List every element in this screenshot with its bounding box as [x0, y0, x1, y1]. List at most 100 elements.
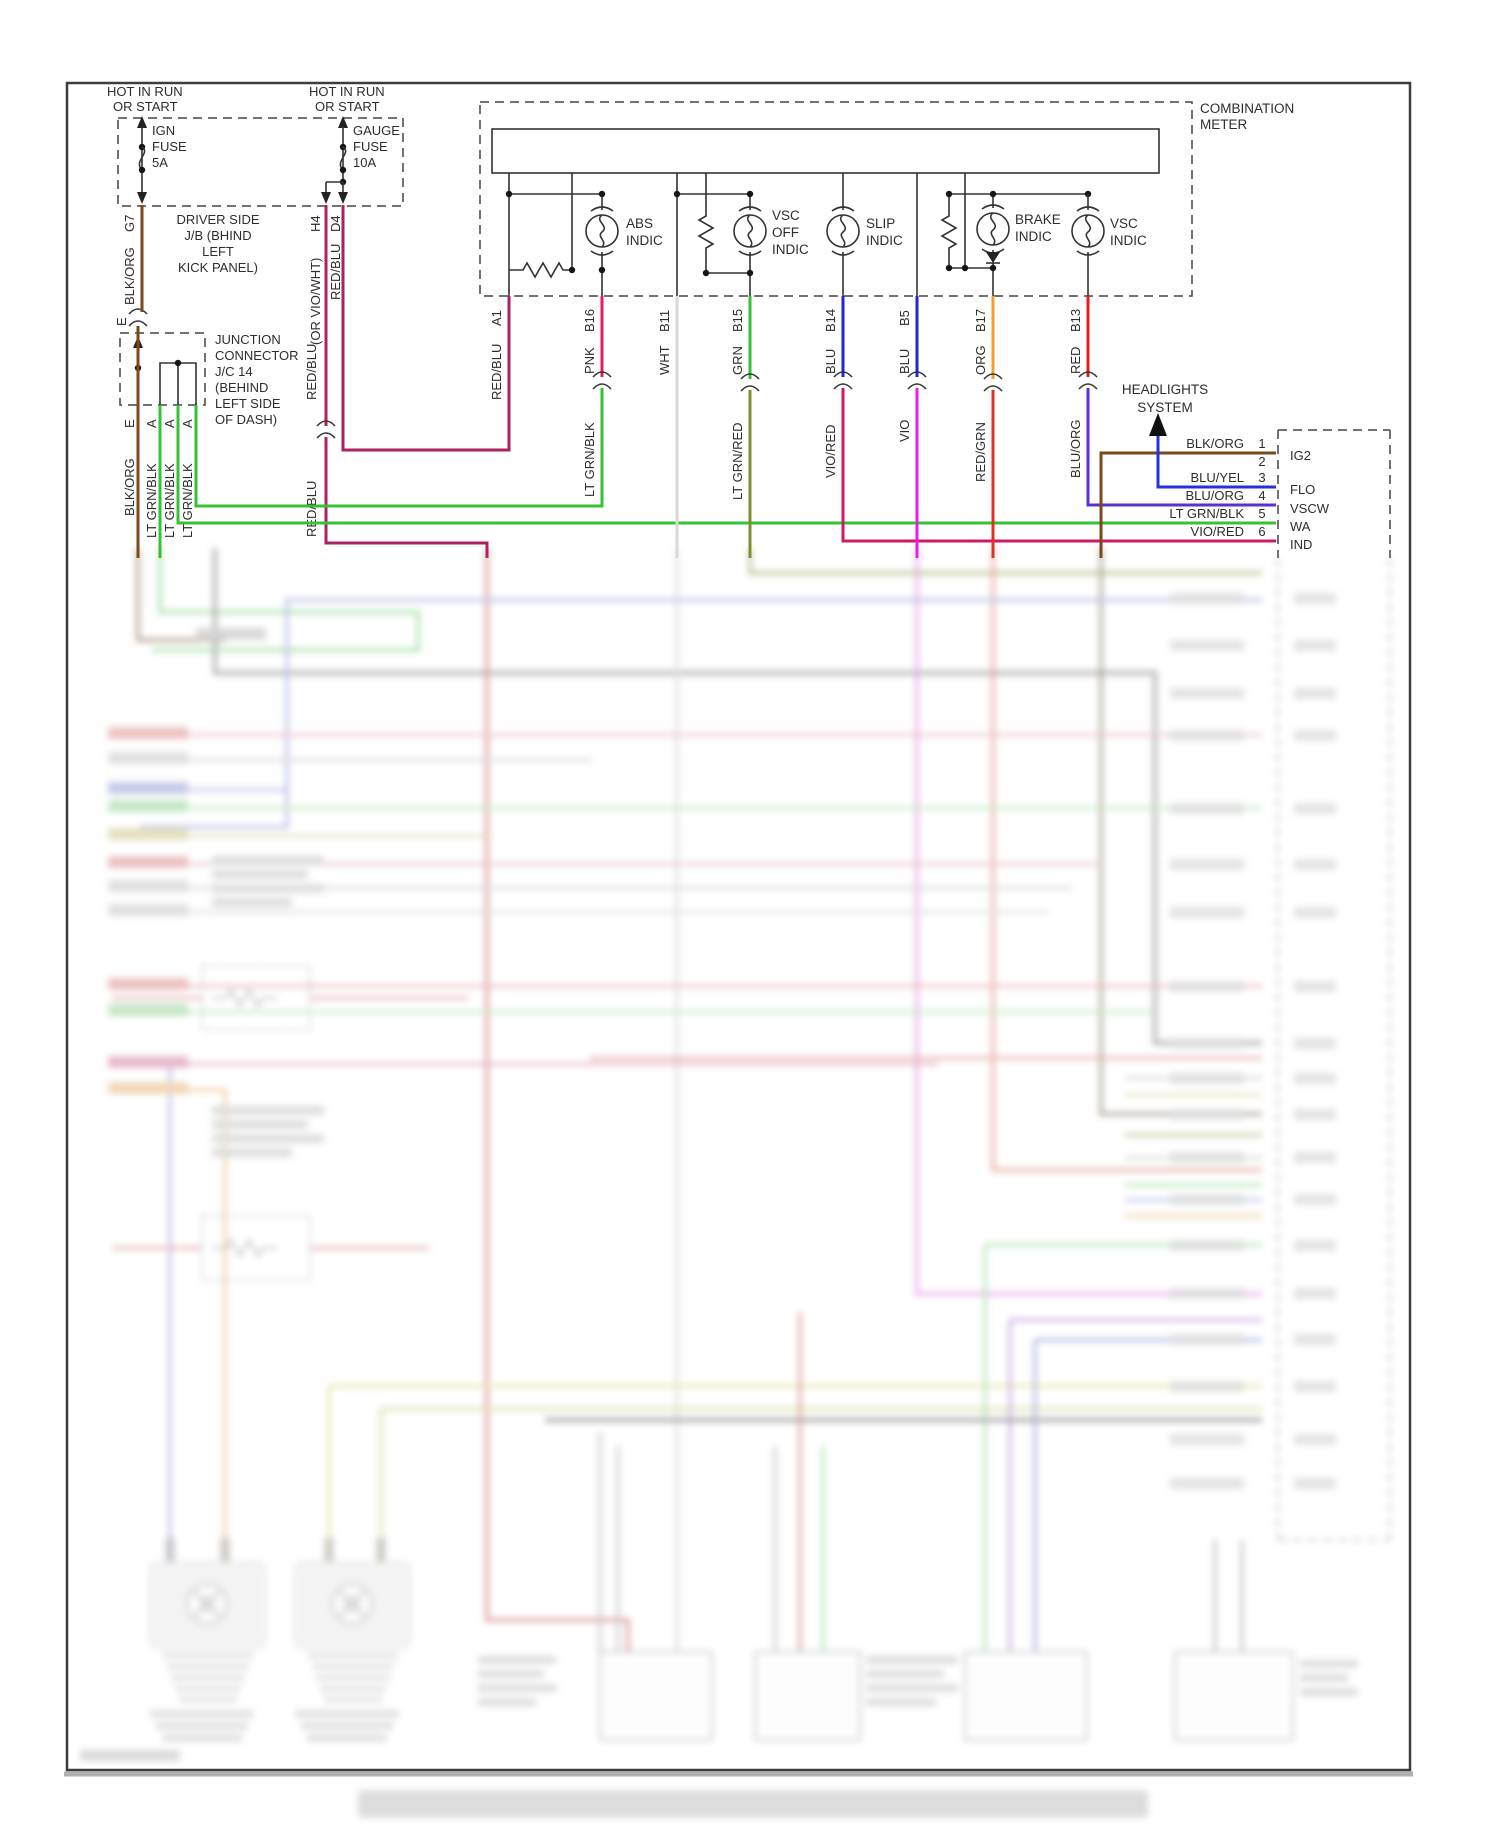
- svg-text:5A: 5A: [152, 155, 168, 170]
- svg-text:B14: B14: [823, 309, 838, 332]
- svg-text:FLO: FLO: [1290, 482, 1315, 497]
- svg-text:BLU/ORG: BLU/ORG: [1068, 419, 1083, 478]
- svg-text:OF DASH): OF DASH): [215, 412, 277, 427]
- svg-text:PNK: PNK: [582, 347, 597, 374]
- svg-text:LEFT SIDE: LEFT SIDE: [215, 396, 281, 411]
- page-border: [64, 81, 1413, 1777]
- blurred-lower-schematic: [80, 548, 1391, 1818]
- meter-bus-bar: [491, 128, 1160, 174]
- wire-runs: [136, 205, 1276, 558]
- meter-label-1: COMBINATION: [1200, 101, 1294, 116]
- svg-text:LT GRN/BLK: LT GRN/BLK: [1169, 506, 1244, 521]
- svg-text:VSCW: VSCW: [1290, 501, 1330, 516]
- svg-text:IGN: IGN: [152, 123, 175, 138]
- svg-text:JUNCTION: JUNCTION: [215, 332, 281, 347]
- meter-pin-labels: A1 RED/BLU B16 PNK LT GRN/BLK B11 WHT B1…: [489, 309, 1083, 500]
- svg-text:VIO/RED: VIO/RED: [1191, 524, 1244, 539]
- svg-text:LT GRN/BLK: LT GRN/BLK: [162, 463, 177, 538]
- wire-redblu-label-2: RED/BLU: [304, 344, 319, 400]
- jc-label: JUNCTION CONNECTOR J/C 14 (BEHIND LEFT S…: [215, 332, 299, 427]
- svg-text:VSC: VSC: [1110, 216, 1138, 231]
- svg-text:INDIC: INDIC: [866, 233, 903, 248]
- right-connector-section: BLK/ORG BLU/YEL BLU/ORG LT GRN/BLK VIO/R…: [1169, 429, 1391, 558]
- wire-blkorg-label: BLK/ORG: [122, 247, 137, 305]
- svg-text:FUSE: FUSE: [353, 139, 388, 154]
- svg-text:FUSE: FUSE: [152, 139, 187, 154]
- junction-block-box: [117, 117, 404, 207]
- svg-text:IG2: IG2: [1290, 448, 1311, 463]
- hot-label-1b: OR START: [113, 99, 178, 114]
- hot-label-2: HOT IN RUN: [309, 84, 385, 99]
- svg-text:RED/BLU: RED/BLU: [489, 344, 504, 400]
- svg-text:2: 2: [1258, 454, 1265, 469]
- svg-text:1: 1: [1258, 436, 1265, 451]
- brake-vsc-indicator-circuit: BRAKE INDIC VSC INDIC: [940, 173, 1147, 296]
- svg-text:LT GRN/RED: LT GRN/RED: [730, 422, 745, 500]
- vsc-off-indicator-circuit: VSC OFF INDIC: [673, 173, 809, 296]
- svg-text:3: 3: [1258, 470, 1265, 485]
- svg-text:A1: A1: [489, 310, 504, 326]
- svg-text:J/C 14: J/C 14: [215, 364, 253, 379]
- svg-text:J/B (BHIND: J/B (BHIND: [184, 228, 251, 243]
- svg-text:BLU/ORG: BLU/ORG: [1185, 488, 1244, 503]
- headlights-system: HEADLIGHTS SYSTEM: [1122, 382, 1208, 436]
- svg-text:LT GRN/BLK: LT GRN/BLK: [180, 463, 195, 538]
- power-section: HOT IN RUN OR START HOT IN RUN OR START …: [107, 84, 404, 537]
- svg-text:6: 6: [1258, 524, 1265, 539]
- svg-text:GAUGE: GAUGE: [353, 123, 400, 138]
- svg-text:WHT: WHT: [657, 345, 672, 375]
- wire-orvio-label: (OR VIO/WHT): [308, 258, 323, 345]
- svg-text:ORG: ORG: [973, 345, 988, 375]
- svg-text:DRIVER SIDE: DRIVER SIDE: [176, 212, 259, 227]
- svg-text:A: A: [144, 419, 159, 428]
- svg-text:BLK/ORG: BLK/ORG: [1186, 436, 1244, 451]
- combination-meter-section: COMBINATION METER ABS INDIC VSC OFF: [479, 101, 1294, 297]
- svg-text:VSC: VSC: [772, 208, 800, 223]
- up-arrow-icon: [1149, 413, 1167, 436]
- svg-text:IND: IND: [1290, 537, 1312, 552]
- svg-text:GRN: GRN: [730, 346, 745, 375]
- svg-text:SLIP: SLIP: [866, 216, 895, 231]
- jc-pin-e-upper: E: [114, 317, 129, 326]
- svg-text:BLU: BLU: [897, 349, 912, 374]
- svg-text:BLU: BLU: [823, 349, 838, 374]
- svg-text:LT GRN/BLK: LT GRN/BLK: [582, 422, 597, 497]
- svg-text:B17: B17: [973, 309, 988, 332]
- svg-text:B16: B16: [582, 309, 597, 332]
- svg-text:VIO: VIO: [897, 420, 912, 442]
- svg-text:CONNECTOR: CONNECTOR: [215, 348, 299, 363]
- hot-label-2b: OR START: [315, 99, 380, 114]
- svg-text:A: A: [180, 419, 195, 428]
- svg-text:SYSTEM: SYSTEM: [1137, 400, 1193, 415]
- inline-connector-icon: [128, 308, 148, 327]
- svg-text:INDIC: INDIC: [1015, 229, 1052, 244]
- svg-text:BLK/ORG: BLK/ORG: [122, 458, 137, 516]
- svg-text:BRAKE: BRAKE: [1015, 212, 1061, 227]
- svg-text:LEFT: LEFT: [202, 244, 234, 259]
- wire-redblu-label-1: RED/BLU: [328, 244, 343, 300]
- svg-text:B13: B13: [1068, 309, 1083, 332]
- svg-text:INDIC: INDIC: [626, 233, 663, 248]
- svg-text:LT GRN/BLK: LT GRN/BLK: [144, 463, 159, 538]
- svg-text:BLU/YEL: BLU/YEL: [1191, 470, 1244, 485]
- svg-text:RED/GRN: RED/GRN: [973, 422, 988, 482]
- svg-text:WA: WA: [1290, 519, 1311, 534]
- svg-text:RED: RED: [1068, 347, 1083, 374]
- svg-text:VIO/RED: VIO/RED: [823, 425, 838, 478]
- svg-text:ABS: ABS: [626, 216, 653, 231]
- junction-connector-section: JUNCTION CONNECTOR J/C 14 (BEHIND LEFT S…: [114, 308, 299, 538]
- wire-redblu-label-3: RED/BLU: [304, 481, 319, 537]
- gauge-fuse: GAUGE FUSE 10A: [321, 116, 400, 204]
- svg-text:10A: 10A: [353, 155, 376, 170]
- meter-label-2: METER: [1200, 117, 1248, 132]
- ign-fuse: IGN FUSE 5A: [137, 116, 187, 204]
- ig2-connector-box: [1277, 429, 1391, 558]
- pin-h4-label: H4: [308, 215, 323, 232]
- svg-text:INDIC: INDIC: [1110, 233, 1147, 248]
- svg-text:INDIC: INDIC: [772, 242, 809, 257]
- svg-text:OFF: OFF: [772, 225, 799, 240]
- svg-text:KICK PANEL): KICK PANEL): [178, 260, 258, 275]
- svg-text:B5: B5: [897, 310, 912, 326]
